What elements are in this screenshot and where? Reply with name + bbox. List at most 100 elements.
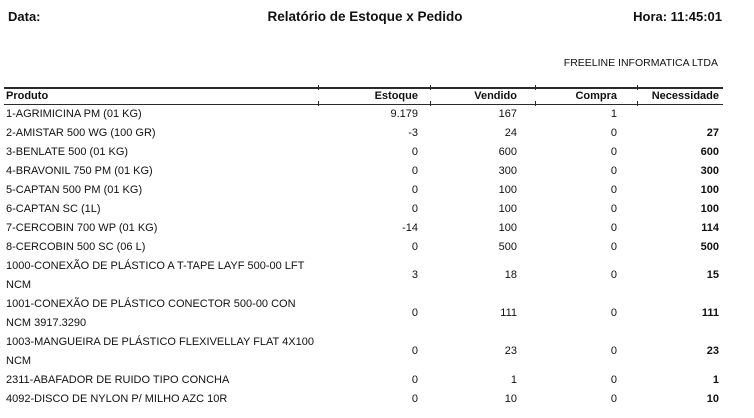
estoque-cell: 0 [411,145,418,158]
column-header-compra: Compra [517,87,617,105]
report-date-label: Data: [8,9,41,24]
table-row: 2-AMISTAR 500 WG (100 GR) -3 24 0 27 [4,124,723,143]
product-cell: 5-CAPTAN 500 PM (01 KG) [6,183,143,196]
necessidade-cell: 600 [700,145,719,158]
necessidade-cell: 27 [706,126,719,139]
table-row: 1001-CONEXÃO DE PLÁSTICO CONECTOR 500-00… [4,295,723,333]
product-cell: 2311-ABAFADOR DE RUIDO TIPO CONCHA [6,373,230,386]
vendido-cell: 100 [498,183,517,196]
report-header: Data: Relatório de Estoque x Pedido Hora… [8,9,722,24]
table-row: 2311-ABAFADOR DE RUIDO TIPO CONCHA 0 1 0… [4,371,723,390]
vendido-cell: 167 [498,107,517,120]
product-cell: 6-CAPTAN SC (1L) [6,202,101,215]
necessidade-cell: 500 [700,240,719,253]
vendido-cell: 10 [504,392,517,405]
column-separator-tick [637,101,638,106]
table-row: 1-AGRIMICINA PM (01 KG) 9.179 167 1 [4,104,723,124]
table-row: 1000-CONEXÃO DE PLÁSTICO A T-TAPE LAYF 5… [4,257,723,295]
vendido-cell: 23 [504,345,517,357]
necessidade-cell [617,104,723,124]
table-row: 4092-DISCO DE NYLON P/ MILHO AZC 10R 0 1… [4,390,723,409]
column-header-produto: Produto [4,87,318,105]
estoque-cell: 0 [411,373,418,386]
product-cell: 4092-DISCO DE NYLON P/ MILHO AZC 10R [6,392,228,405]
stock-table-wrap: Produto Estoque Vendido Compra Necessida… [4,85,723,409]
product-cell: 3-BENLATE 500 (01 KG) [6,145,129,158]
vendido-cell: 1 [510,373,517,386]
product-cell: 1000-CONEXÃO DE PLÁSTICO A T-TAPE LAYF 5… [6,259,305,291]
vendido-cell: 18 [504,269,517,281]
table-row: 5-CAPTAN 500 PM (01 KG) 0 100 0 100 [4,181,723,200]
compra-cell: 0 [610,392,617,405]
stock-table: Produto Estoque Vendido Compra Necessida… [4,87,723,409]
compra-cell: 0 [610,345,617,357]
table-row: 3-BENLATE 500 (01 KG) 0 600 0 600 [4,143,723,162]
estoque-cell: 0 [411,392,418,405]
column-separator-tick [318,85,319,90]
column-header-estoque: Estoque [318,87,418,105]
compra-cell: 1 [610,107,617,120]
compra-cell: 0 [610,145,617,158]
product-cell: 1-AGRIMICINA PM (01 KG) [6,107,142,120]
estoque-cell: -14 [402,221,418,234]
column-separator-tick [318,101,319,106]
table-row: 7-CERCOBIN 700 WP (01 KG) -14 100 0 114 [4,219,723,238]
estoque-cell: 0 [411,345,418,357]
product-cell: 8-CERCOBIN 500 SC (06 L) [6,240,146,253]
estoque-cell: 0 [411,164,418,177]
vendido-cell: 600 [498,145,517,158]
table-row: 4-BRAVONIL 750 PM (01 KG) 0 300 0 300 [4,162,723,181]
necessidade-cell: 10 [706,392,719,405]
vendido-cell: 300 [498,164,517,177]
product-cell: 1001-CONEXÃO DE PLÁSTICO CONECTOR 500-00… [6,297,296,329]
vendido-cell: 500 [498,240,517,253]
compra-cell: 0 [610,183,617,196]
report-time: Hora: 11:45:01 [633,9,722,24]
table-row: 6-CAPTAN SC (1L) 0 100 0 100 [4,200,723,219]
estoque-cell: 3 [411,269,418,281]
table-header-row: Produto Estoque Vendido Compra Necessida… [4,87,723,105]
estoque-cell: 0 [411,240,418,253]
estoque-cell: 0 [411,202,418,215]
compra-cell: 0 [610,202,617,215]
column-header-necessidade: Necessidade [617,87,723,105]
product-cell: 2-AMISTAR 500 WG (100 GR) [6,126,156,139]
necessidade-cell: 300 [700,164,719,177]
vendido-cell: 100 [498,202,517,215]
necessidade-cell: 100 [700,183,719,196]
compra-cell: 0 [610,126,617,139]
necessidade-cell: 111 [701,307,719,319]
vendido-cell: 24 [504,126,517,139]
vendido-cell: 100 [498,221,517,234]
compra-cell: 0 [610,240,617,253]
company-name: FREELINE INFORMATICA LTDA [563,57,718,69]
product-cell: 1003-MANGUEIRA DE PLÁSTICO FLEXIVELLAY F… [6,335,314,367]
compra-cell: 0 [610,373,617,386]
compra-cell: 0 [610,269,617,281]
compra-cell: 0 [610,307,617,319]
column-separator-tick [535,85,536,90]
compra-cell: 0 [610,221,617,234]
necessidade-cell: 15 [706,269,719,281]
column-separator-tick [430,85,431,90]
product-cell: 7-CERCOBIN 700 WP (01 KG) [6,221,158,234]
estoque-cell: 0 [411,307,418,319]
compra-cell: 0 [610,164,617,177]
necessidade-cell: 1 [712,373,719,386]
necessidade-cell: 114 [701,221,719,234]
estoque-cell: -3 [408,126,418,139]
vendido-cell: 111 [500,307,517,319]
report-title: Relatório de Estoque x Pedido [267,9,463,24]
table-row: 1003-MANGUEIRA DE PLÁSTICO FLEXIVELLAY F… [4,333,723,371]
product-cell: 4-BRAVONIL 750 PM (01 KG) [6,164,153,177]
necessidade-cell: 100 [700,202,719,215]
column-separator-tick [637,85,638,90]
estoque-cell: 0 [411,183,418,196]
table-row: 8-CERCOBIN 500 SC (06 L) 0 500 0 500 [4,238,723,257]
necessidade-cell: 23 [706,345,719,357]
column-separator-tick [430,101,431,106]
estoque-cell: 9.179 [390,107,418,120]
column-header-vendido: Vendido [418,87,517,105]
column-separator-tick [535,101,536,106]
